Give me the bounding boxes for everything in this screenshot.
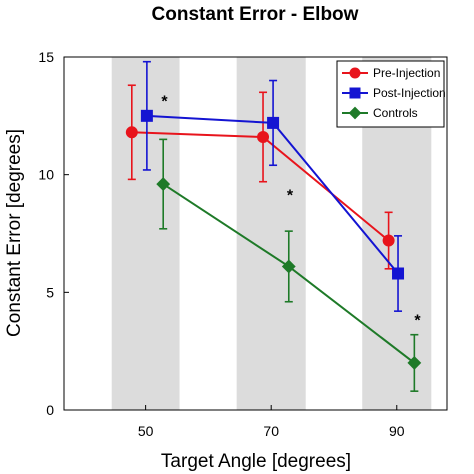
x-tick-label: 90 [389,423,405,439]
legend-item: Controls [342,106,418,120]
legend-label: Post-Injection [373,86,446,100]
series-layer [125,60,422,392]
legend-swatch-marker [348,106,362,120]
data-point [281,259,296,274]
legend: Pre-Injection Post-Injection Controls [336,60,446,128]
x-tick-label: 70 [263,423,279,439]
legend-swatch-marker [349,87,361,99]
legend-swatch-marker [349,67,361,79]
data-point [267,116,280,129]
plot-area-frame [63,56,448,411]
legend-item: Pre-Injection [342,66,440,80]
axis-ticks: 50 70 90 0 5 10 15 [38,49,404,439]
x-axis-label: Target Angle [degrees] [161,451,351,472]
y-tick-label: 15 [38,49,54,65]
x-tick-label: 50 [138,423,154,439]
chart-title: Constant Error - Elbow [152,4,359,25]
background-band-2 [236,57,306,410]
series-pre-injection [125,84,395,270]
legend-item: Post-Injection [342,86,446,100]
legend-label: Controls [373,106,418,120]
significance-star: * [414,312,421,329]
y-tick-label: 0 [46,402,54,418]
legend-label: Pre-Injection [373,66,440,80]
data-point [392,267,405,280]
y-tick-label: 10 [38,167,54,183]
data-point [407,356,422,370]
data-point [125,126,138,139]
significance-star: * [287,188,294,205]
significance-star: * [161,93,168,110]
data-point [140,109,153,122]
series-post-injection [140,60,405,312]
significance-markers: * * * [161,93,421,329]
series-controls [156,138,422,392]
data-point [257,131,270,144]
y-tick-label: 5 [46,284,54,300]
y-axis-label: Constant Error [degrees] [4,129,25,337]
data-point [156,177,171,191]
data-point [382,234,395,247]
